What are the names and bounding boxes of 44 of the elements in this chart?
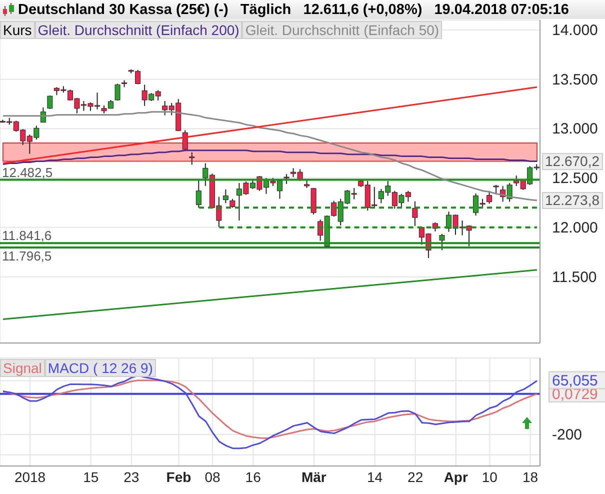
candlestick — [47, 95, 53, 110]
x-tick-label: 10 — [482, 469, 498, 485]
x-tick-label: 2018 — [14, 469, 46, 485]
text: Gleit. Durchschnitt (Einfach 200) — [34, 21, 242, 39]
candlestick — [439, 233, 445, 251]
x-tick-label: 16 — [245, 469, 262, 485]
x-tick-label: 22 — [408, 469, 424, 485]
text: Kurs — [0, 21, 35, 39]
y-tick-label: 65,055 — [552, 372, 598, 390]
y-tick-label: 12.000 — [552, 219, 598, 236]
candlestick — [196, 179, 202, 208]
chart-title: Deutschland 30 Kassa (25€) (-) Täglich 12.611,6 (+0,08%) 19.04.2018 07:05:16 — [18, 2, 569, 18]
ref-line-label: 12.482,5 — [2, 164, 53, 180]
x-tick-label: 08 — [204, 469, 221, 485]
x-tick-label: Apr — [444, 469, 468, 485]
x-tick-label: 18 — [522, 469, 538, 485]
candlestick — [114, 83, 120, 102]
data-label: 12.670,2 — [542, 153, 602, 170]
y-tick-label: 11.500 — [552, 268, 597, 286]
x-tick-label: 15 — [83, 469, 99, 485]
line-series — [2, 374, 538, 450]
x-tick-label: 14 — [366, 469, 383, 485]
y-tick-label: 14.000 — [552, 22, 598, 39]
candlestick — [486, 190, 492, 204]
candlestick — [222, 188, 228, 204]
x-tick-label: Feb — [166, 469, 192, 485]
line-series — [2, 111, 538, 202]
x-tick-label: Mär — [301, 469, 327, 485]
ref-line-label: 11.841,6 — [2, 228, 52, 244]
y-tick-label: 13.000 — [552, 120, 598, 138]
series-label: Signal — [0, 359, 45, 377]
candlestick — [412, 200, 418, 226]
ref-line-label: 11.796,5 — [2, 248, 52, 264]
y-tick-label: -200 — [552, 426, 582, 444]
candlestick — [189, 152, 195, 166]
candlestick — [284, 174, 290, 184]
data-label: 12.273,8 — [542, 192, 602, 210]
series-label: MACD ( 12 26 9) — [44, 359, 156, 377]
y-tick-label: 12.500 — [552, 170, 598, 188]
candlestick — [466, 224, 472, 247]
text: Gleit. Durchschnitt (Einfach 50) — [242, 21, 442, 39]
x-tick-label: 23 — [124, 469, 140, 485]
line-series — [2, 380, 538, 439]
y-tick-label: 13.500 — [552, 71, 598, 88]
